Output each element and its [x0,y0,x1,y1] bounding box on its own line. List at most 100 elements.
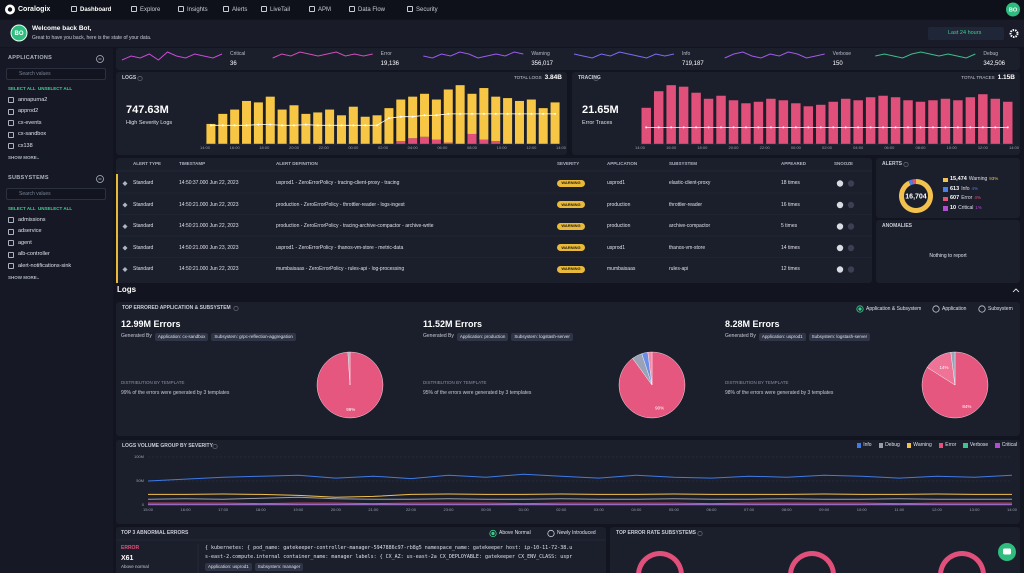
select-all[interactable]: SELECT ALL [8,86,36,91]
cell: throttler-reader [669,201,703,208]
alert-icon [122,267,128,272]
user-initials: BO [1009,7,1018,13]
chip: Application: usprod1 [205,563,252,571]
bar [277,109,287,144]
legend-item[interactable]: Verbose [963,443,988,448]
bar [753,101,764,144]
checkbox[interactable] [8,240,14,246]
show-more[interactable]: SHOW MORE.. [8,155,40,160]
unselect-all[interactable]: UNSELECT ALL [38,86,73,91]
radio-label[interactable]: Subsystem [988,305,1013,312]
distribution-summary: 95% of the errors were generated by 3 te… [423,390,532,396]
x-tick-label: 05:00 [669,507,680,512]
nav-icon [407,6,413,12]
radio-label[interactable]: Application [942,305,967,312]
x-tick-label: 00:00 [348,145,359,150]
show-more[interactable]: SHOW MORE.. [8,275,40,280]
panel-title: TRACING [578,75,601,81]
search-box[interactable] [6,68,106,80]
legend-item[interactable]: Error [938,442,957,448]
nav-item[interactable]: Security [416,6,438,13]
checkbox[interactable] [8,143,14,149]
nav-item[interactable]: Dashboard [80,6,112,13]
cell: production - ZeroErrorPolicy - throttler… [276,201,405,208]
trend-line [210,113,556,126]
nav-item[interactable]: Insights [187,6,208,13]
checkbox[interactable] [8,263,14,269]
radio-label[interactable]: Application & Subsystem [866,305,922,312]
bar [242,100,252,144]
nav-item[interactable]: Data Flow [358,6,386,13]
pie-slice [647,351,653,386]
trend-dot [459,112,462,115]
info-icon [593,76,599,82]
cell: 14:50:21.000 Jun 22, 2023 [179,201,239,208]
legend-item[interactable]: Info [856,443,872,448]
radio-label[interactable]: Newly Introduced [557,530,596,536]
legend-item[interactable]: Critical [995,443,1017,448]
x-tick-label: 12:00 [526,145,537,150]
checkbox[interactable] [8,251,14,258]
nav-icon [131,6,137,12]
nav-icon [349,6,355,12]
checkbox[interactable] [8,108,14,115]
nav-item[interactable]: Explore [140,6,161,13]
x-tick-label: 16:00 [181,507,192,512]
checkbox[interactable] [8,120,14,126]
trend-dot [364,124,367,127]
checkbox[interactable] [8,97,14,103]
severity-badge-text: WARNING [561,223,581,229]
nav-item[interactable]: LiveTail [270,6,291,13]
checkbox[interactable] [8,217,14,223]
radio-label[interactable]: Above Normal [499,530,531,536]
chip: Subsystem: logstash-server [808,333,871,341]
legend-item[interactable]: Debug [878,442,900,448]
nav-icon [261,6,267,12]
total-value: 1.15B [997,74,1015,81]
sparkline [875,51,976,59]
bar [803,106,814,144]
collapse-chevron [1012,288,1020,293]
bar [372,115,382,144]
search-box[interactable] [6,188,106,200]
time-range-button[interactable] [928,27,1004,40]
select-all[interactable]: SELECT ALL [8,206,36,211]
unselect-all[interactable]: UNSELECT ALL [38,206,73,211]
x-tick-label: 02:00 [378,145,389,150]
x-tick-label: 06:00 [884,145,895,150]
bar [443,142,453,144]
trend-dot [670,126,673,129]
x-tick-label: 13:00 [969,507,980,512]
x-tick-label: 20:00 [289,145,300,150]
trend-dot [707,126,710,129]
checkbox[interactable] [8,228,14,235]
y-tick-label: 0 [142,502,145,507]
legend-name: Error [945,442,957,448]
pie-label: 99% [346,407,355,412]
x-tick-label: 08:00 [782,507,793,512]
generated-by-label: Generated By [423,333,454,340]
checkbox[interactable] [8,131,14,138]
x-tick-label: 14:00 [200,145,211,150]
abnormal-panel [116,527,606,573]
bar [491,141,501,144]
legend-item[interactable]: Warning [906,443,932,448]
bar [384,108,394,144]
nav-item[interactable]: APM [318,6,332,13]
y-tick-label: 100M [134,454,144,459]
total: TOTAL TRACES 1.15B [961,74,1015,82]
radio [932,305,940,313]
trend-dot [316,124,319,127]
chip: Subsystem: logstash-server [511,333,573,341]
alerts-panel [876,158,1020,218]
filter-item: cx-sandbox [18,131,47,137]
legend-name: Debug [885,442,900,448]
cell: thanos-vm-store [669,244,706,251]
trend-dot [882,126,885,129]
filter-item: cx138 [18,142,33,149]
filter-item: cx-events [18,119,42,126]
cell: 14 times [781,244,800,251]
snooze-button [836,201,844,209]
nav-item[interactable]: Alerts [232,6,248,13]
section-title: Logs [117,285,137,294]
